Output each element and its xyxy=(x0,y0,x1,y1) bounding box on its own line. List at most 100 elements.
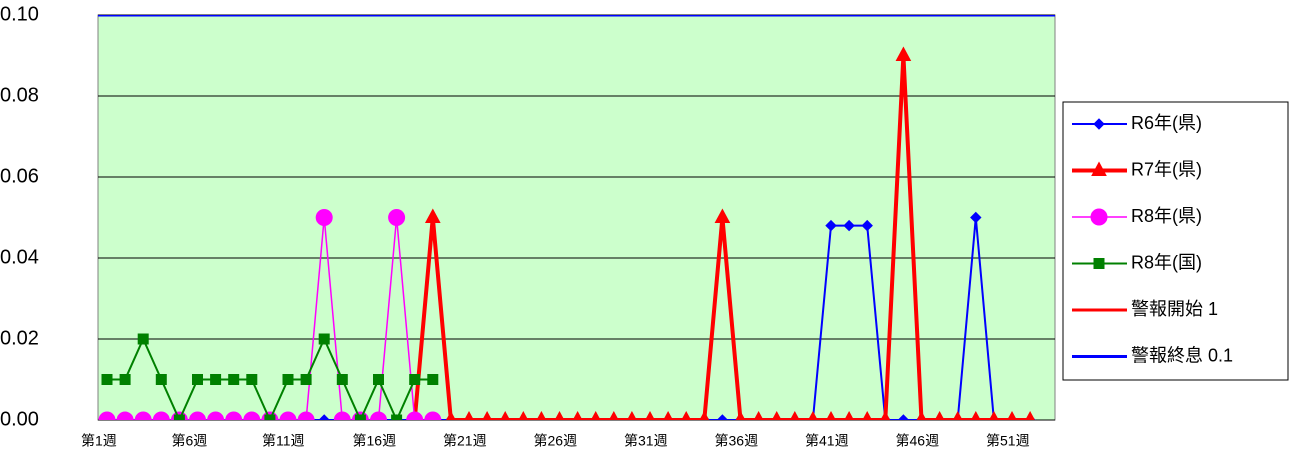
marker xyxy=(464,410,474,420)
y-tick-label: 0.06 xyxy=(0,165,39,187)
legend-label: R7年(県) xyxy=(1131,159,1202,179)
marker xyxy=(825,219,837,232)
marker xyxy=(409,374,421,385)
marker xyxy=(970,410,981,420)
marker xyxy=(225,411,243,420)
x-tick-label: 第31週 xyxy=(624,433,668,449)
marker xyxy=(861,219,873,232)
marker xyxy=(98,411,116,420)
x-tick-label: 第16週 xyxy=(353,433,397,449)
y-tick-label: 0.02 xyxy=(0,327,39,349)
marker xyxy=(482,410,492,420)
marker xyxy=(989,410,999,420)
marker xyxy=(645,410,655,420)
x-tick-label: 第6週 xyxy=(172,433,208,449)
marker xyxy=(155,374,167,385)
marker xyxy=(116,411,134,420)
marker xyxy=(152,411,170,420)
marker xyxy=(318,414,330,420)
marker xyxy=(173,414,185,420)
y-tick-label: 0.10 xyxy=(0,3,39,25)
marker xyxy=(243,411,261,420)
x-tick-label: 第26週 xyxy=(534,433,578,449)
marker xyxy=(627,410,637,420)
marker xyxy=(282,374,294,385)
legend-marker xyxy=(1090,208,1108,226)
marker xyxy=(590,410,601,420)
marker xyxy=(134,411,152,420)
plot xyxy=(98,15,1055,420)
marker xyxy=(716,414,729,420)
marker xyxy=(714,208,731,223)
marker xyxy=(500,410,511,420)
marker xyxy=(554,410,565,420)
marker xyxy=(844,410,854,420)
marker xyxy=(934,410,945,420)
marker xyxy=(970,211,982,224)
legend-marker xyxy=(1091,161,1107,176)
marker xyxy=(843,219,855,232)
marker xyxy=(536,410,547,420)
marker xyxy=(1007,410,1017,420)
marker xyxy=(264,414,276,420)
marker xyxy=(663,410,673,420)
x-tick-label: 第51週 xyxy=(986,433,1030,449)
series-line xyxy=(107,217,1031,420)
marker xyxy=(518,410,529,420)
marker xyxy=(391,414,403,420)
marker xyxy=(333,411,351,420)
marker xyxy=(210,374,222,385)
marker xyxy=(189,411,206,420)
legend-label: 警報開始 1 xyxy=(1131,299,1218,319)
marker xyxy=(735,410,746,420)
x-tick-label: 第11週 xyxy=(262,433,305,449)
legend-marker xyxy=(1093,118,1105,130)
x-tick-label: 第21週 xyxy=(443,433,487,449)
marker xyxy=(297,411,315,420)
marker xyxy=(406,411,424,420)
marker xyxy=(315,209,333,226)
marker xyxy=(771,410,782,420)
marker xyxy=(427,374,439,385)
marker xyxy=(753,410,764,420)
marker xyxy=(424,208,441,223)
marker xyxy=(192,374,203,385)
marker xyxy=(699,410,710,420)
legend-marker xyxy=(1093,258,1105,269)
marker xyxy=(354,414,366,420)
marker xyxy=(897,414,910,420)
x-tick-label: 第36週 xyxy=(715,433,759,449)
marker xyxy=(826,410,836,420)
marker xyxy=(862,410,873,420)
marker xyxy=(137,333,149,345)
marker xyxy=(228,374,240,385)
marker xyxy=(916,410,927,420)
marker xyxy=(895,46,912,61)
marker xyxy=(424,411,442,420)
marker xyxy=(446,410,456,420)
marker xyxy=(370,411,387,420)
marker xyxy=(336,374,348,385)
marker xyxy=(952,410,963,420)
y-tick-label: 0.08 xyxy=(0,84,39,106)
marker xyxy=(119,374,131,385)
marker xyxy=(572,410,583,420)
marker xyxy=(880,410,891,420)
marker xyxy=(789,410,800,420)
marker xyxy=(101,374,113,385)
marker xyxy=(373,374,384,385)
legend xyxy=(1062,101,1289,381)
legend-label: R8年(国) xyxy=(1131,252,1202,272)
marker xyxy=(318,333,330,345)
y-tick-label: 0.04 xyxy=(0,246,39,268)
marker xyxy=(608,410,619,420)
marker xyxy=(300,374,312,385)
x-tick-label: 第46週 xyxy=(896,433,940,449)
marker xyxy=(808,410,818,420)
marker xyxy=(279,411,297,420)
marker xyxy=(246,374,258,385)
legend-label: R6年(県) xyxy=(1131,113,1202,133)
x-tick-label: 第1週 xyxy=(81,433,117,449)
marker xyxy=(388,209,406,226)
